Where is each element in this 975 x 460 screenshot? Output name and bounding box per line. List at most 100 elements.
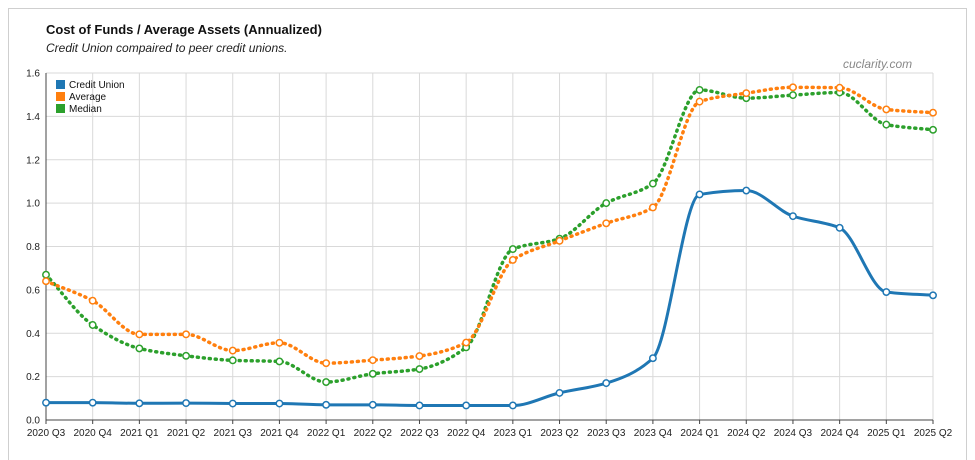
data-point-average[interactable] — [88, 296, 97, 305]
data-point-average[interactable] — [228, 346, 237, 355]
data-point-average[interactable] — [929, 108, 937, 117]
x-tick-label: 2022 Q3 — [400, 428, 439, 439]
data-point-average[interactable] — [135, 330, 144, 339]
data-point-average[interactable] — [182, 330, 191, 339]
data-point-median[interactable] — [322, 378, 331, 386]
data-point-credit-union[interactable] — [42, 398, 50, 407]
data-point-average[interactable] — [602, 219, 611, 228]
x-tick-label: 2024 Q2 — [727, 428, 766, 439]
chart-title: Cost of Funds / Average Assets (Annualiz… — [46, 22, 322, 37]
data-point-median[interactable] — [368, 369, 377, 378]
data-point-credit-union[interactable] — [788, 212, 797, 221]
legend-label[interactable]: Median — [69, 104, 102, 115]
x-tick-label: 2023 Q2 — [540, 428, 579, 439]
x-tick-labels: 2020 Q3 2020 Q4 2021 Q1 2021 Q2 2021 Q3 2021 … — [27, 428, 953, 439]
chart-subtitle: Credit Union compaired to peer credit un… — [46, 41, 288, 55]
data-point-average[interactable] — [788, 83, 797, 92]
data-point-credit-union[interactable] — [275, 399, 284, 408]
data-point-median[interactable] — [275, 357, 284, 366]
data-point-credit-union[interactable] — [88, 398, 97, 407]
data-point-credit-union[interactable] — [135, 399, 144, 408]
data-point-median[interactable] — [602, 199, 611, 208]
data-point-credit-union[interactable] — [415, 401, 424, 410]
x-tick-label: 2023 Q4 — [634, 428, 673, 439]
y-tick-label: 0.0 — [26, 416, 40, 427]
data-point-credit-union[interactable] — [742, 186, 751, 195]
y-tick-label: 0.8 — [26, 242, 40, 253]
y-tick-label: 1.2 — [26, 155, 40, 166]
data-point-median[interactable] — [228, 356, 237, 365]
data-point-average[interactable] — [835, 83, 844, 92]
x-tick-label: 2021 Q1 — [120, 428, 159, 439]
data-point-median[interactable] — [508, 245, 517, 254]
legend-swatch — [56, 92, 65, 101]
data-point-average[interactable] — [555, 236, 564, 245]
data-point-median[interactable] — [182, 351, 191, 360]
x-tick-label: 2020 Q4 — [73, 428, 112, 439]
x-tick-label: 2021 Q2 — [167, 428, 206, 439]
series-line-average — [44, 85, 935, 365]
data-point-median[interactable] — [42, 270, 50, 279]
data-point-credit-union[interactable] — [555, 388, 564, 397]
data-point-median[interactable] — [415, 365, 424, 373]
data-point-median[interactable] — [695, 85, 704, 94]
watermark: cuclarity.com — [843, 57, 913, 71]
y-tick-labels: 0.0 0.2 0.4 0.6 0.8 1.0 1.2 1.4 1.6 — [26, 69, 40, 427]
data-point-average[interactable] — [322, 359, 331, 368]
data-point-average[interactable] — [695, 97, 704, 106]
x-tick-label: 2025 Q1 — [867, 428, 906, 439]
x-tick-label: 2024 Q4 — [820, 428, 859, 439]
data-point-median[interactable] — [88, 321, 97, 329]
y-tick-label: 1.0 — [26, 199, 40, 210]
data-point-credit-union[interactable] — [508, 401, 517, 410]
legend-label[interactable]: Credit Union — [69, 80, 125, 91]
chart-card — [8, 8, 967, 460]
x-tick-label: 2022 Q4 — [447, 428, 486, 439]
x-tick-label: 2023 Q1 — [494, 428, 533, 439]
data-point-credit-union[interactable] — [835, 223, 844, 232]
x-tick-label: 2024 Q1 — [680, 428, 719, 439]
data-point-credit-union[interactable] — [695, 190, 704, 199]
data-point-average[interactable] — [648, 203, 657, 212]
y-tick-label: 1.6 — [26, 69, 40, 80]
data-point-credit-union[interactable] — [602, 379, 611, 388]
data-point-credit-union[interactable] — [228, 399, 237, 408]
data-point-median[interactable] — [929, 125, 937, 134]
data-point-credit-union[interactable] — [648, 354, 657, 363]
y-tick-label: 0.2 — [26, 372, 40, 383]
data-point-median[interactable] — [788, 91, 797, 100]
x-tick-label: 2022 Q1 — [307, 428, 346, 439]
data-point-median[interactable] — [882, 120, 891, 129]
data-point-average[interactable] — [42, 277, 50, 286]
data-point-credit-union[interactable] — [368, 400, 377, 409]
data-point-credit-union[interactable] — [182, 399, 191, 408]
data-point-average[interactable] — [462, 338, 471, 347]
data-point-credit-union[interactable] — [882, 288, 891, 296]
data-point-average[interactable] — [368, 356, 377, 365]
data-point-average[interactable] — [275, 338, 284, 347]
x-tick-label: 2024 Q3 — [774, 428, 813, 439]
data-point-credit-union[interactable] — [929, 291, 937, 300]
axes — [45, 73, 934, 424]
y-tick-label: 1.4 — [26, 112, 40, 123]
data-point-average[interactable] — [508, 255, 517, 264]
x-tick-label: 2023 Q3 — [587, 428, 626, 439]
data-point-median[interactable] — [135, 344, 144, 353]
y-tick-label: 0.6 — [26, 285, 40, 296]
data-point-median[interactable] — [648, 179, 657, 188]
data-point-average[interactable] — [742, 89, 751, 98]
data-point-average[interactable] — [882, 105, 891, 114]
data-point-average[interactable] — [415, 352, 424, 360]
series-points — [42, 83, 937, 410]
legend-label[interactable]: Average — [69, 92, 107, 103]
legend-swatch — [56, 104, 65, 113]
legend-swatch — [56, 80, 65, 89]
data-point-credit-union[interactable] — [322, 400, 331, 409]
x-tick-label: 2020 Q3 — [27, 428, 66, 439]
x-tick-label: 2021 Q3 — [214, 428, 253, 439]
x-tick-label: 2022 Q2 — [354, 428, 393, 439]
x-tick-label: 2025 Q2 — [914, 428, 953, 439]
data-point-credit-union[interactable] — [462, 401, 471, 410]
